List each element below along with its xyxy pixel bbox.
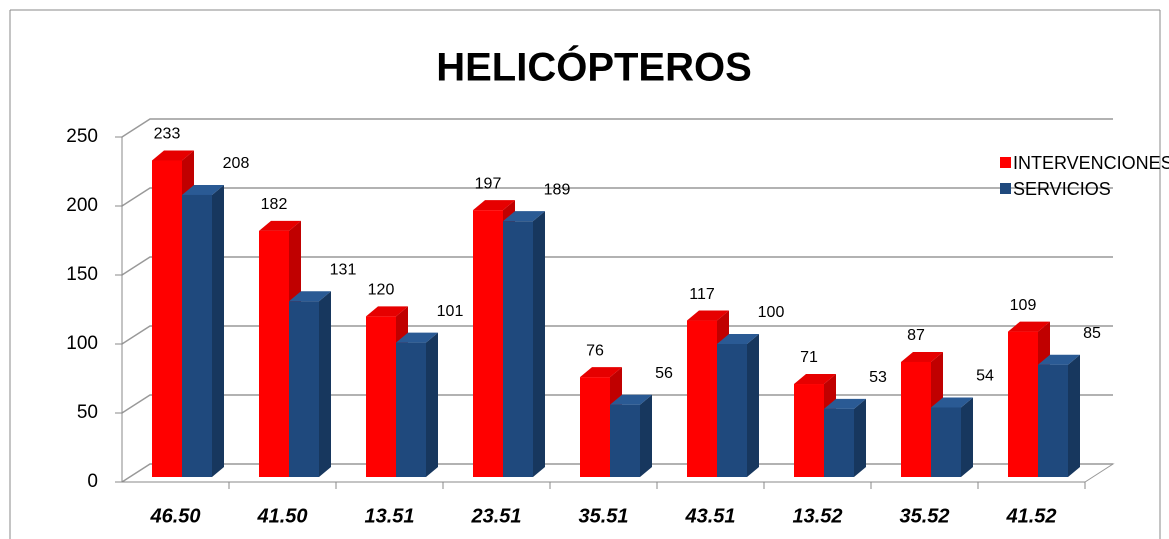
bar-side [212, 184, 224, 477]
bar [580, 377, 610, 477]
value-label: 208 [223, 155, 250, 172]
bar-top [366, 306, 408, 317]
grid-line [121, 463, 1113, 483]
y-tick-label: 50 [77, 402, 98, 423]
y-tick-label: 200 [66, 195, 98, 216]
value-label: 182 [261, 196, 288, 213]
grid-line [121, 325, 1113, 345]
bar [366, 316, 396, 477]
bar-top [717, 334, 759, 344]
bar-top [931, 397, 973, 408]
value-label: 71 [800, 349, 818, 366]
bar [182, 194, 212, 477]
bar [259, 230, 289, 477]
bar [1008, 331, 1038, 477]
bar-top [901, 351, 943, 362]
bar-side [854, 398, 866, 477]
value-label: 189 [544, 181, 571, 198]
bar-top [1008, 321, 1050, 332]
y-tick-label: 100 [66, 333, 98, 354]
x-tick-label: 35.52 [899, 505, 949, 527]
bar-top [687, 310, 729, 321]
bar-top [610, 394, 652, 405]
x-tick-label: 43.51 [684, 505, 735, 527]
value-label: 131 [330, 261, 357, 278]
bar-top [1038, 354, 1080, 365]
bar-top [580, 367, 622, 378]
legend-swatch [1000, 157, 1011, 168]
bar-top [182, 184, 224, 195]
bar-top [396, 332, 438, 343]
bar-top [794, 374, 836, 385]
bar [794, 384, 824, 477]
bar-top [503, 211, 545, 222]
bar-side [747, 334, 759, 477]
bar [687, 320, 717, 477]
bar [152, 160, 182, 477]
value-label: 100 [758, 304, 785, 321]
y-tick-label: 0 [87, 471, 98, 492]
x-tick-label: 13.52 [792, 505, 842, 527]
bar [1038, 364, 1068, 477]
x-tick-label: 41.50 [256, 505, 307, 527]
bar [824, 408, 854, 477]
bar [503, 221, 533, 477]
value-label: 117 [689, 286, 715, 303]
grid-line [121, 394, 1113, 414]
bar [610, 404, 640, 477]
grid-line [121, 118, 1113, 138]
legend-label: SERVICIOS [1013, 179, 1111, 199]
value-label: 197 [475, 175, 502, 192]
x-tick-label: 46.50 [149, 505, 200, 527]
bar-top [824, 398, 866, 409]
bar [717, 344, 747, 477]
chart-title: HELICÓPTEROS [436, 44, 752, 90]
bar-side [319, 291, 331, 477]
value-label: 101 [437, 303, 464, 320]
x-tick-label: 13.51 [364, 505, 414, 527]
value-label: 85 [1083, 325, 1101, 342]
bar-top [289, 291, 331, 302]
grid-line [121, 187, 1113, 207]
value-label: 120 [368, 282, 395, 299]
legend-label: INTERVENCIONES [1013, 153, 1169, 173]
bar-side [1068, 354, 1080, 477]
value-label: 53 [869, 369, 887, 386]
bar [473, 210, 503, 477]
grid-line [121, 256, 1113, 276]
legend-swatch [1000, 183, 1011, 194]
y-tick-label: 150 [66, 264, 98, 285]
bar-top [152, 150, 194, 161]
bar [901, 361, 931, 477]
bar [931, 407, 961, 477]
bar-side [961, 397, 973, 477]
bar-side [426, 332, 438, 477]
bar-side [640, 394, 652, 477]
value-label: 233 [154, 126, 181, 143]
x-tick-label: 35.51 [578, 505, 628, 527]
bar-top [473, 200, 515, 211]
value-label: 87 [907, 327, 925, 344]
value-label: 54 [976, 368, 994, 385]
value-label: 76 [586, 342, 604, 359]
bar-side [533, 211, 545, 477]
bar [396, 342, 426, 477]
value-label: 56 [655, 365, 673, 382]
y-tick-label: 250 [66, 126, 98, 147]
x-tick-label: 23.51 [470, 505, 521, 527]
value-label: 109 [1010, 297, 1037, 314]
bar [289, 301, 319, 477]
x-tick-label: 41.52 [1005, 505, 1056, 527]
bar-top [259, 220, 301, 231]
